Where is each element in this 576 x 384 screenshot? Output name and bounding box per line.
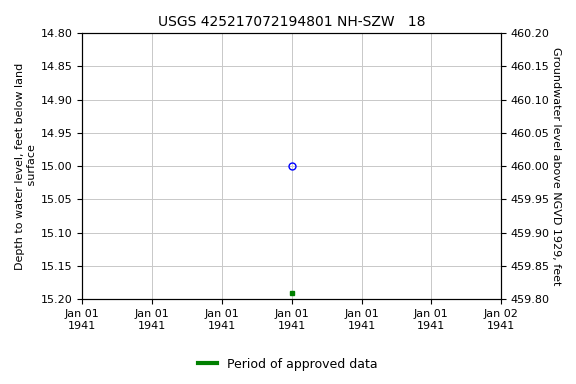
Y-axis label: Groundwater level above NGVD 1929, feet: Groundwater level above NGVD 1929, feet bbox=[551, 47, 561, 285]
Title: USGS 425217072194801 NH-SZW   18: USGS 425217072194801 NH-SZW 18 bbox=[158, 15, 426, 29]
Legend: Period of approved data: Period of approved data bbox=[194, 353, 382, 376]
Y-axis label: Depth to water level, feet below land
 surface: Depth to water level, feet below land su… bbox=[15, 63, 37, 270]
